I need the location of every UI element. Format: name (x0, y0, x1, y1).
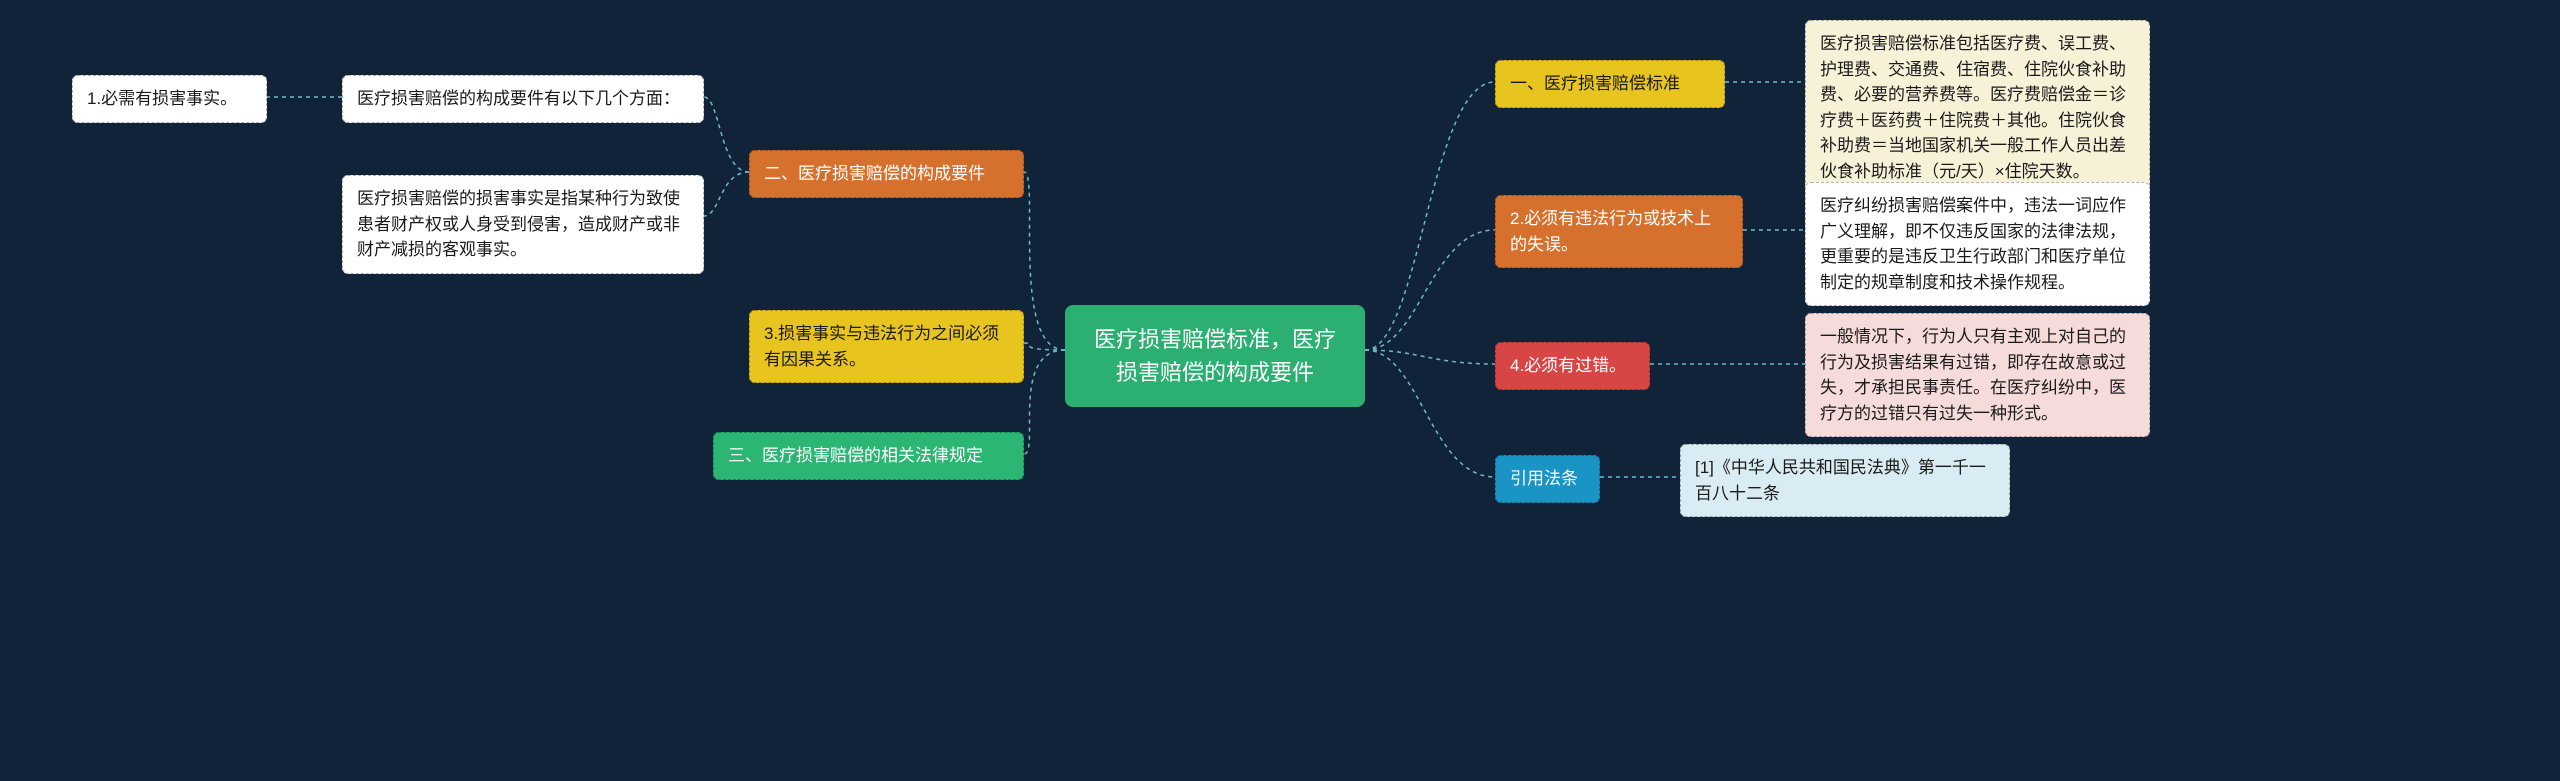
branch-r3: 4.必须有过错。 (1495, 342, 1650, 390)
leaf-l1a1: 1.必需有损害事实。 (72, 75, 267, 123)
leaf-l1b: 医疗损害赔偿的损害事实是指某种行为致使患者财产权或人身受到侵害，造成财产或非财产… (342, 175, 704, 274)
leaf-r3a: 一般情况下，行为人只有主观上对自己的行为及损害结果有过错，即存在故意或过失，才承… (1805, 313, 2150, 437)
leaf-l1a: 医疗损害赔偿的构成要件有以下几个方面： (342, 75, 704, 123)
branch-l2: 3.损害事实与违法行为之间必须有因果关系。 (749, 310, 1024, 383)
branch-r4: 引用法条 (1495, 455, 1600, 503)
root-node: 医疗损害赔偿标准，医疗 损害赔偿的构成要件 (1065, 305, 1365, 407)
branch-r2: 2.必须有违法行为或技术上的失误。 (1495, 195, 1743, 268)
leaf-r1a: 医疗损害赔偿标准包括医疗费、误工费、护理费、交通费、住宿费、住院伙食补助费、必要… (1805, 20, 2150, 195)
leaf-r4a: [1]《中华人民共和国民法典》第一千一百八十二条 (1680, 444, 2010, 517)
branch-r1: 一、医疗损害赔偿标准 (1495, 60, 1725, 108)
branch-l3: 三、医疗损害赔偿的相关法律规定 (713, 432, 1024, 480)
leaf-r2a: 医疗纠纷损害赔偿案件中，违法一词应作广义理解，即不仅违反国家的法律法规，更重要的… (1805, 182, 2150, 306)
branch-l1: 二、医疗损害赔偿的构成要件 (749, 150, 1024, 198)
